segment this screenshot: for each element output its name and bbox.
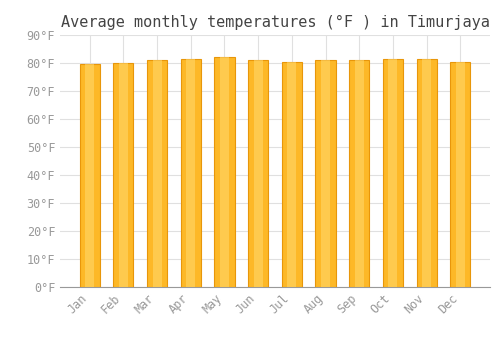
Bar xyxy=(85,64,94,287)
Bar xyxy=(288,62,296,287)
Bar xyxy=(349,60,370,287)
Bar xyxy=(152,60,162,287)
Bar xyxy=(113,63,134,287)
Bar xyxy=(321,60,330,287)
Bar xyxy=(383,59,403,287)
Bar xyxy=(220,57,229,287)
Bar xyxy=(456,62,465,287)
Bar xyxy=(80,64,100,287)
Title: Average monthly temperatures (°F ) in Timurjaya: Average monthly temperatures (°F ) in Ti… xyxy=(60,15,490,30)
Bar xyxy=(119,63,128,287)
Bar xyxy=(214,57,234,287)
Bar xyxy=(388,59,398,287)
Bar xyxy=(422,59,431,287)
Bar xyxy=(180,59,201,287)
Bar xyxy=(248,60,268,287)
Bar xyxy=(316,60,336,287)
Bar xyxy=(147,60,167,287)
Bar xyxy=(282,62,302,287)
Bar xyxy=(254,60,262,287)
Bar xyxy=(416,59,437,287)
Bar xyxy=(450,62,470,287)
Bar xyxy=(186,59,196,287)
Bar xyxy=(354,60,364,287)
